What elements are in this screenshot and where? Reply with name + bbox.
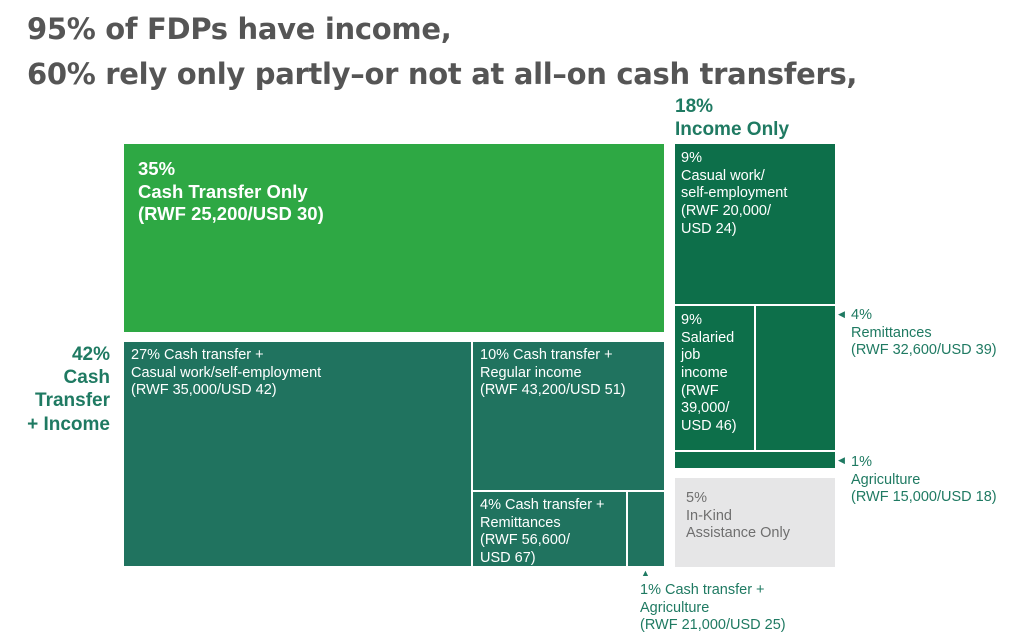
income-only-group-label: 18% Income Only bbox=[675, 96, 790, 141]
tile-cash-transfer-only-label: 35% Cash Transfer Only (RWF 25,200/USD 3… bbox=[138, 158, 324, 225]
ct-agriculture-callout: 1% Cash transfer + Agriculture (RWF 21,0… bbox=[640, 582, 786, 634]
tile-ct-agriculture bbox=[627, 491, 665, 567]
agriculture-pointer-icon: ◀ bbox=[838, 455, 845, 465]
tile-ct-remittances: 4% Cash transfer + Remittances (RWF 56,6… bbox=[472, 491, 627, 567]
tile-casual-work-label: 9% Casual work/ self-employment (RWF 20,… bbox=[681, 150, 788, 237]
tile-ct-regular-income: 10% Cash transfer + Regular income (RWF … bbox=[472, 341, 665, 491]
tile-cash-transfer-only: 35% Cash Transfer Only (RWF 25,200/USD 3… bbox=[123, 143, 665, 333]
tile-casual-work: 9% Casual work/ self-employment (RWF 20,… bbox=[674, 143, 836, 305]
agriculture-callout: 1% Agriculture (RWF 15,000/USD 18) bbox=[851, 454, 997, 506]
ct-agriculture-pointer-icon: ▲ bbox=[641, 568, 650, 578]
remittances-pointer-icon: ◀ bbox=[838, 309, 845, 319]
cash-transfer-income-group-label: 42% Cash Transfer + Income bbox=[27, 344, 110, 435]
remittances-callout: 4% Remittances (RWF 32,600/USD 39) bbox=[851, 307, 997, 359]
chart-title-line-2: 60% rely only partly–or not at all–on ca… bbox=[27, 57, 858, 91]
tile-salaried-job: 9% Salaried job income (RWF 39,000/ USD … bbox=[674, 305, 755, 451]
tile-ct-remittances-label: 4% Cash transfer + Remittances (RWF 56,6… bbox=[480, 497, 605, 567]
tile-ct-casual-work-label: 27% Cash transfer + Casual work/self-emp… bbox=[131, 347, 322, 399]
tile-in-kind-assistance: 5% In-Kind Assistance Only bbox=[674, 477, 836, 568]
tile-remittances bbox=[755, 305, 836, 451]
tile-agriculture bbox=[674, 451, 836, 469]
tile-ct-regular-income-label: 10% Cash transfer + Regular income (RWF … bbox=[480, 347, 626, 399]
tile-in-kind-assistance-label: 5% In-Kind Assistance Only bbox=[686, 490, 790, 542]
tile-ct-casual-work: 27% Cash transfer + Casual work/self-emp… bbox=[123, 341, 472, 567]
tile-salaried-job-label: 9% Salaried job income (RWF 39,000/ USD … bbox=[681, 312, 737, 435]
chart-title-line-1: 95% of FDPs have income, bbox=[27, 12, 452, 46]
